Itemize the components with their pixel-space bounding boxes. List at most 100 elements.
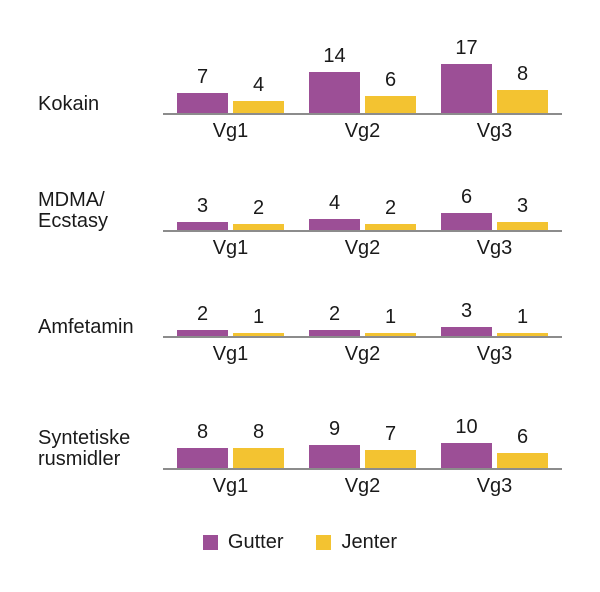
x-tick-label-vg2: Vg2 — [344, 120, 381, 142]
bar-cell: 14 — [309, 45, 360, 113]
bar-cell: 6 — [497, 426, 548, 468]
bar-value-label: 3 — [516, 195, 529, 217]
chart-legend: Gutter Jenter — [0, 531, 600, 553]
bar-cell: 7 — [177, 66, 228, 113]
bar-group-vg3: 10 6 — [441, 416, 548, 468]
bar-cell: 17 — [441, 37, 492, 113]
bar-value-label: 6 — [460, 186, 473, 208]
x-axis-labels: Vg1 Vg2 Vg3 — [163, 470, 562, 500]
bar-cell: 2 — [233, 197, 284, 230]
bar-value-label: 4 — [328, 192, 341, 214]
bar-gutter — [441, 213, 492, 230]
bar-jenter — [365, 224, 416, 230]
bar-jenter — [233, 333, 284, 336]
bar-jenter — [233, 224, 284, 230]
bar-jenter — [497, 90, 548, 113]
x-tick-label-vg3: Vg3 — [476, 120, 513, 142]
bar-jenter — [233, 101, 284, 113]
x-tick-label-vg1: Vg1 — [212, 237, 249, 259]
bar-value-label: 1 — [384, 306, 397, 328]
legend-label-gutter: Gutter — [227, 531, 284, 553]
bar-cell: 8 — [233, 421, 284, 468]
bar-cell: 7 — [365, 423, 416, 468]
bar-gutter — [177, 222, 228, 230]
bar-cell: 8 — [177, 421, 228, 468]
legend-label-jenter: Jenter — [341, 531, 398, 553]
bar-value-label: 8 — [252, 421, 265, 443]
bar-cell: 4 — [233, 74, 284, 113]
bar-jenter — [497, 222, 548, 230]
bar-value-label: 6 — [384, 69, 397, 91]
x-axis-labels: Vg1 Vg2 Vg3 — [163, 115, 562, 145]
bar-cell: 6 — [365, 69, 416, 113]
bar-jenter — [365, 333, 416, 336]
row-plot-column: 2 1 2 1 3 1 Vg1 Vg2 Vg3 — [163, 300, 562, 368]
bar-cell: 6 — [441, 186, 492, 230]
bar-value-label: 7 — [196, 66, 209, 88]
bar-value-label: 8 — [196, 421, 209, 443]
x-axis-labels: Vg1 Vg2 Vg3 — [163, 232, 562, 262]
bar-cell: 3 — [177, 195, 228, 230]
bar-jenter — [365, 96, 416, 113]
row-plot-area: 7 4 14 6 17 8 — [163, 37, 562, 115]
bar-value-label: 9 — [328, 418, 341, 440]
bar-cell: 4 — [309, 192, 360, 230]
bar-cell: 1 — [497, 306, 548, 336]
bar-value-label: 17 — [455, 37, 478, 59]
bar-value-label: 2 — [328, 303, 341, 325]
bar-value-label: 7 — [384, 423, 397, 445]
bar-cell: 3 — [497, 195, 548, 230]
bar-gutter — [441, 327, 492, 336]
x-tick-label-vg2: Vg2 — [344, 343, 381, 365]
bar-cell: 2 — [309, 303, 360, 336]
bar-gutter — [177, 330, 228, 336]
gutter-color-swatch-icon — [202, 534, 218, 550]
bar-gutter — [177, 93, 228, 113]
bar-cell: 3 — [441, 300, 492, 336]
bar-value-label: 2 — [252, 197, 265, 219]
x-tick-label-vg3: Vg3 — [476, 343, 513, 365]
row-category-label: MDMA/ Ecstasy — [38, 189, 109, 232]
chart-rows-container: Kokain 7 4 14 6 17 8 Vg1 Vg2 Vg3 MDMA/ Ecstasy 3 2 4 2… — [0, 37, 600, 500]
bar-group-vg3: 17 8 — [441, 37, 548, 113]
bar-value-label: 1 — [252, 306, 265, 328]
bar-gutter — [309, 445, 360, 468]
chart-row: MDMA/ Ecstasy 3 2 4 2 6 3 Vg1 Vg2 Vg3 — [0, 186, 600, 262]
x-axis-labels: Vg1 Vg2 Vg3 — [163, 338, 562, 368]
x-tick-label-vg3: Vg3 — [476, 237, 513, 259]
bar-value-label: 8 — [516, 63, 529, 85]
bar-cell: 9 — [309, 418, 360, 468]
bar-value-label: 1 — [516, 306, 529, 328]
bar-value-label: 14 — [323, 45, 346, 67]
bar-jenter — [365, 450, 416, 468]
bar-gutter — [309, 219, 360, 230]
row-plot-column: 3 2 4 2 6 3 Vg1 Vg2 Vg3 — [163, 186, 562, 262]
row-plot-area: 8 8 9 7 10 6 — [163, 416, 562, 470]
row-category-label: Amfetamin — [38, 316, 134, 338]
bar-jenter — [233, 448, 284, 468]
chart-row: Kokain 7 4 14 6 17 8 Vg1 Vg2 Vg3 — [0, 37, 600, 145]
row-category-label: Syntetiske rusmidler — [38, 427, 131, 470]
bar-cell: 1 — [233, 306, 284, 336]
bar-value-label: 10 — [455, 416, 478, 438]
x-tick-label-vg1: Vg1 — [212, 343, 249, 365]
bar-value-label: 4 — [252, 74, 265, 96]
bar-value-label: 2 — [196, 303, 209, 325]
x-tick-label-vg1: Vg1 — [212, 120, 249, 142]
bar-gutter — [309, 72, 360, 113]
bar-jenter — [497, 333, 548, 336]
bar-cell: 8 — [497, 63, 548, 113]
legend-item-gutter: Gutter — [202, 531, 284, 553]
bar-jenter — [497, 453, 548, 468]
